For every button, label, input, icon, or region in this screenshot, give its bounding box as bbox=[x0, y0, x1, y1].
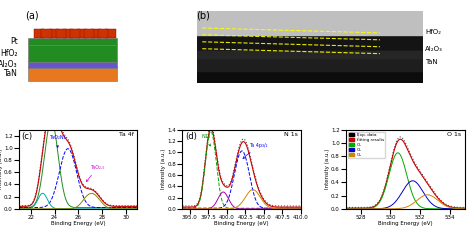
Text: (d): (d) bbox=[185, 132, 197, 141]
Y-axis label: Intensity (a.u.): Intensity (a.u.) bbox=[0, 149, 2, 189]
Y-axis label: Intensity (a.u.): Intensity (a.u.) bbox=[325, 149, 329, 189]
FancyBboxPatch shape bbox=[48, 30, 59, 38]
FancyBboxPatch shape bbox=[84, 30, 94, 38]
FancyBboxPatch shape bbox=[28, 44, 117, 61]
Text: (c): (c) bbox=[21, 132, 32, 141]
FancyBboxPatch shape bbox=[34, 30, 45, 38]
Text: (e): (e) bbox=[348, 132, 360, 141]
FancyBboxPatch shape bbox=[70, 30, 80, 38]
Text: N 1s: N 1s bbox=[283, 132, 298, 137]
FancyBboxPatch shape bbox=[105, 30, 116, 38]
Text: HfO₂: HfO₂ bbox=[425, 29, 441, 35]
X-axis label: Binding Energy (eV): Binding Energy (eV) bbox=[51, 222, 106, 226]
FancyBboxPatch shape bbox=[28, 66, 117, 81]
Text: (b): (b) bbox=[197, 10, 210, 20]
FancyBboxPatch shape bbox=[63, 30, 73, 38]
Text: (a): (a) bbox=[25, 10, 38, 20]
Text: TaO₂.₅: TaO₂.₅ bbox=[86, 165, 104, 182]
Text: O 1s: O 1s bbox=[447, 132, 461, 137]
FancyBboxPatch shape bbox=[41, 30, 52, 38]
FancyBboxPatch shape bbox=[98, 30, 109, 38]
X-axis label: Binding Energy (eV): Binding Energy (eV) bbox=[378, 222, 433, 226]
Text: N1s: N1s bbox=[201, 134, 210, 146]
Text: TaO₂N₂: TaO₂N₂ bbox=[49, 135, 65, 148]
X-axis label: Binding Energy (eV): Binding Energy (eV) bbox=[214, 222, 269, 226]
Text: Pt: Pt bbox=[10, 37, 18, 46]
Text: Al₂O₃: Al₂O₃ bbox=[0, 60, 18, 69]
Text: HfO₂: HfO₂ bbox=[0, 49, 18, 58]
Text: Ta 4p₃/₂: Ta 4p₃/₂ bbox=[243, 143, 268, 158]
FancyBboxPatch shape bbox=[28, 60, 117, 68]
Text: TaN: TaN bbox=[4, 69, 18, 78]
FancyBboxPatch shape bbox=[28, 38, 117, 45]
Legend: Exp. data, fitting results, O₁, O₂, O₃: Exp. data, fitting results, O₁, O₂, O₃ bbox=[348, 132, 385, 158]
Text: Ta 4f: Ta 4f bbox=[119, 132, 134, 137]
FancyBboxPatch shape bbox=[91, 30, 101, 38]
FancyBboxPatch shape bbox=[55, 30, 66, 38]
Text: TaN: TaN bbox=[425, 59, 438, 65]
Text: Al₂O₃: Al₂O₃ bbox=[425, 46, 443, 52]
Y-axis label: Intensity (a.u.): Intensity (a.u.) bbox=[161, 149, 166, 189]
FancyBboxPatch shape bbox=[77, 30, 87, 38]
